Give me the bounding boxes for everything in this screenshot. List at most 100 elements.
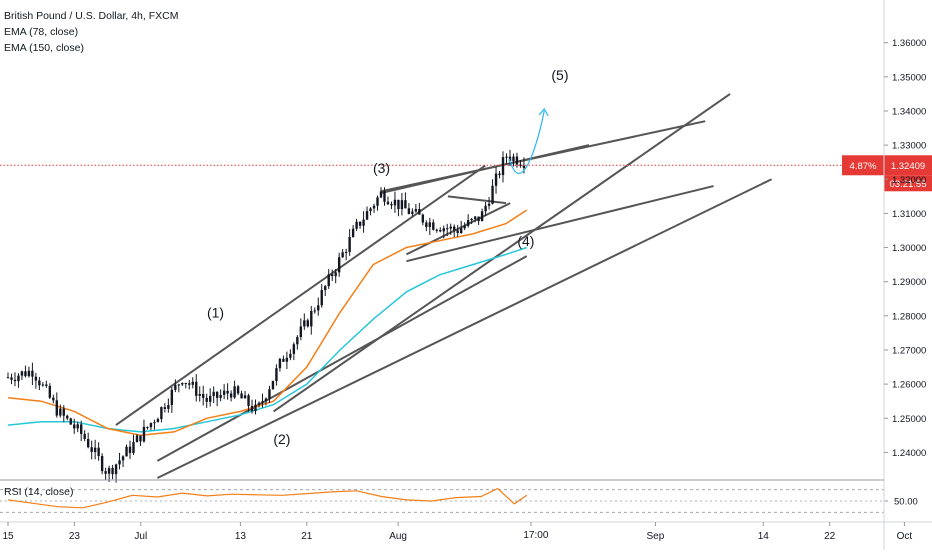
ema150-line xyxy=(7,246,528,433)
candle-body xyxy=(310,310,313,327)
candle-body xyxy=(83,433,86,439)
candle-body xyxy=(498,173,501,176)
x-tick-label: Jul xyxy=(134,531,147,542)
candle-body xyxy=(163,407,167,409)
ema150-layer xyxy=(7,246,528,433)
candle-body xyxy=(484,205,487,212)
candle-body xyxy=(355,221,358,229)
legend-ema150[interactable]: EMA (150, close) xyxy=(4,42,84,54)
candle-body xyxy=(195,381,198,396)
candle-body xyxy=(512,156,515,162)
candle-body xyxy=(93,447,97,452)
legend-symbol[interactable]: British Pound / U.S. Dollar, 4h, FXCM xyxy=(4,10,179,22)
candle-body xyxy=(107,467,111,474)
trendline-4 xyxy=(156,178,773,479)
y-tick-label: 1.29000 xyxy=(892,277,926,288)
candle-body xyxy=(463,225,466,229)
candle-body xyxy=(104,471,107,474)
candle-body xyxy=(296,337,299,345)
candle-body xyxy=(135,435,139,443)
x-tick-label: 23 xyxy=(69,531,81,542)
trendline-2 xyxy=(156,255,528,462)
candle-body xyxy=(55,400,59,416)
y-tick-label: 1.31000 xyxy=(892,209,926,220)
candle-body xyxy=(372,205,376,209)
candle-body xyxy=(222,390,226,395)
y-tick-label: 1.32000 xyxy=(892,175,926,186)
rsi-line xyxy=(7,487,528,509)
y-tick-label: 1.27000 xyxy=(892,345,926,356)
candle-body xyxy=(303,320,306,327)
candle-body xyxy=(38,380,41,386)
candle-body xyxy=(264,398,268,402)
candle-body xyxy=(20,371,24,376)
candle-body xyxy=(52,397,55,401)
candle-body xyxy=(470,218,473,221)
legend-ema78[interactable]: EMA (78, close) xyxy=(4,26,79,38)
candle-body xyxy=(324,286,327,291)
candle-body xyxy=(334,272,337,277)
candle-body xyxy=(24,371,27,377)
candle-body xyxy=(501,157,505,176)
y-tick-label: 1.30000 xyxy=(892,243,926,254)
candle-body xyxy=(453,226,456,231)
candle-body xyxy=(292,344,296,354)
candle-body xyxy=(34,376,38,381)
candle-body xyxy=(17,375,20,382)
candle-body xyxy=(153,422,156,424)
y-tick-label: 1.28000 xyxy=(892,311,926,322)
trendlines xyxy=(115,93,773,479)
rsi-legend[interactable]: RSI (14, close) xyxy=(4,486,74,498)
candle-body xyxy=(494,173,498,186)
trendline-6 xyxy=(381,120,706,193)
candle-body xyxy=(257,402,261,405)
candle-body xyxy=(233,386,236,398)
candle-body xyxy=(317,305,320,311)
candle-body xyxy=(390,204,393,206)
chart-legend: British Pound / U.S. Dollar, 4h, FXCM EM… xyxy=(4,8,178,56)
candle-body xyxy=(306,320,309,327)
candle-body xyxy=(369,208,372,212)
time-badge-text: 17:00 xyxy=(523,530,548,541)
candle-body xyxy=(404,200,407,209)
candle-body xyxy=(435,229,438,231)
x-tick-label: Aug xyxy=(389,531,407,542)
candle-body xyxy=(146,426,149,428)
candle-body xyxy=(285,357,289,362)
candle-body xyxy=(407,208,411,214)
candle-body xyxy=(66,415,69,419)
candle-body xyxy=(142,426,146,442)
candle-body xyxy=(128,446,132,454)
candle-body xyxy=(13,379,17,382)
candle-body xyxy=(80,424,83,434)
candle-body xyxy=(275,368,278,381)
candle-body xyxy=(219,394,222,398)
countdown-badge-bg xyxy=(884,175,932,192)
y-tick-label: 1.24000 xyxy=(892,448,926,459)
candle-body xyxy=(351,228,355,237)
candle-body xyxy=(69,418,72,425)
candle-body xyxy=(397,199,400,210)
candle-body xyxy=(41,384,45,386)
candle-body xyxy=(90,447,93,452)
candle-body xyxy=(414,209,418,212)
candle-body xyxy=(505,156,508,158)
candle-body xyxy=(449,226,452,229)
trendline-7 xyxy=(405,202,511,256)
candle-body xyxy=(27,370,31,377)
candles-layer xyxy=(6,149,526,483)
candle-body xyxy=(379,191,383,198)
candle-body xyxy=(254,404,257,411)
candle-body xyxy=(268,389,271,399)
candle-body xyxy=(184,382,187,384)
candle-body xyxy=(459,228,463,233)
candle-body xyxy=(271,380,275,390)
candle-body xyxy=(282,358,285,362)
candle-body xyxy=(73,424,76,429)
price-badge-text: 1.32409 xyxy=(891,161,925,172)
candle-body xyxy=(250,405,254,411)
projection-layer xyxy=(508,107,549,174)
